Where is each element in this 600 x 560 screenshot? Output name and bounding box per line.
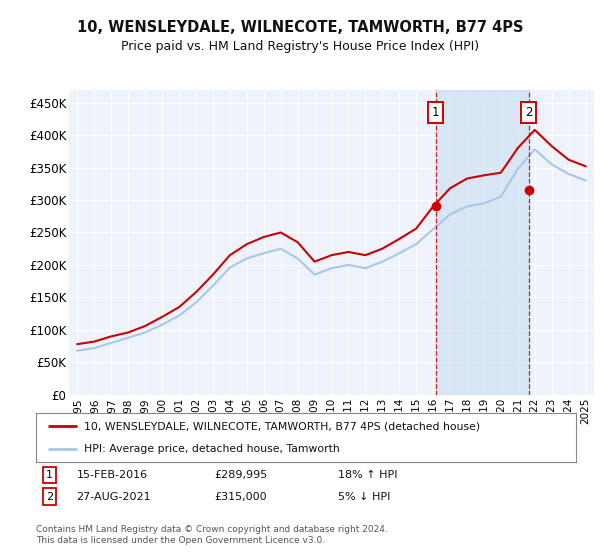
Text: 18% ↑ HPI: 18% ↑ HPI bbox=[338, 470, 398, 480]
Text: 2: 2 bbox=[525, 106, 533, 119]
Text: 15-FEB-2016: 15-FEB-2016 bbox=[77, 470, 148, 480]
Text: HPI: Average price, detached house, Tamworth: HPI: Average price, detached house, Tamw… bbox=[83, 444, 339, 454]
Text: Contains HM Land Registry data © Crown copyright and database right 2024.
This d: Contains HM Land Registry data © Crown c… bbox=[36, 525, 388, 545]
Text: Price paid vs. HM Land Registry's House Price Index (HPI): Price paid vs. HM Land Registry's House … bbox=[121, 40, 479, 53]
Text: 27-AUG-2021: 27-AUG-2021 bbox=[77, 492, 151, 502]
Text: £315,000: £315,000 bbox=[214, 492, 267, 502]
Bar bbox=[436, 90, 529, 395]
Text: 5% ↓ HPI: 5% ↓ HPI bbox=[338, 492, 391, 502]
Text: 1: 1 bbox=[432, 106, 439, 119]
Text: 1: 1 bbox=[46, 470, 53, 480]
Text: 10, WENSLEYDALE, WILNECOTE, TAMWORTH, B77 4PS (detached house): 10, WENSLEYDALE, WILNECOTE, TAMWORTH, B7… bbox=[83, 421, 479, 431]
Text: 10, WENSLEYDALE, WILNECOTE, TAMWORTH, B77 4PS: 10, WENSLEYDALE, WILNECOTE, TAMWORTH, B7… bbox=[77, 20, 523, 35]
Text: £289,995: £289,995 bbox=[214, 470, 268, 480]
Text: 2: 2 bbox=[46, 492, 53, 502]
